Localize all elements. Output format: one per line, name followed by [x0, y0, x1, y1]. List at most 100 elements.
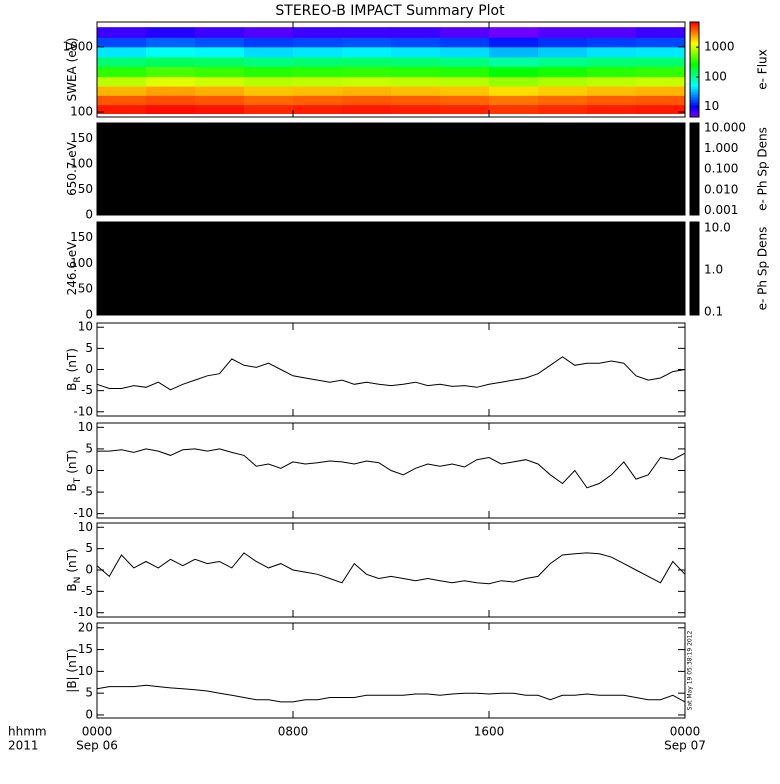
heatmap-cell [244, 95, 294, 106]
colorbar-swatch [690, 112, 699, 115]
y-tick-label: 10 [78, 664, 93, 678]
panel-frame [96, 221, 686, 316]
colorbar-swatch [690, 26, 699, 29]
heatmap-cell [293, 76, 343, 87]
y-axis-label-subscript: R [73, 376, 83, 382]
colorbar-swatch [690, 58, 699, 61]
heatmap-cell [636, 27, 686, 38]
x-tick-label: 0000 [82, 725, 113, 739]
colorbar-swatch [690, 25, 699, 28]
colorbar-frame [689, 221, 700, 316]
heatmap-cell [489, 76, 539, 87]
heatmap-cell [489, 37, 539, 48]
heatmap-cell [538, 56, 588, 67]
heatmap-cell [587, 37, 637, 48]
heatmap-cell [440, 76, 490, 87]
colorbar-swatch [690, 107, 699, 110]
colorbar-swatch [690, 37, 699, 40]
y-tick-label: 50 [78, 282, 93, 296]
heatmap-cell [342, 104, 392, 115]
y-axis-label-subscript: N [73, 577, 83, 584]
data-line [97, 448, 686, 489]
colorbar-swatch [690, 80, 699, 83]
heatmap-cell [489, 46, 539, 58]
heatmap-cell [636, 104, 686, 115]
timestamp: Sat May 19 05:38:19 2012 [687, 630, 694, 710]
panel-frame [96, 122, 686, 216]
heatmap-cell [587, 76, 637, 87]
colorbar-swatch [690, 41, 699, 44]
heatmap-cell [146, 27, 196, 38]
heatmap-cell [342, 76, 392, 87]
heatmap-cell [391, 46, 441, 58]
colorbar-swatch [690, 82, 699, 85]
heatmap-cell [244, 86, 294, 96]
colorbar-swatch [690, 66, 699, 69]
y-tick-label: 150 [70, 230, 93, 244]
heatmap-cell [538, 27, 588, 38]
y-tick-label: 5 [85, 686, 93, 700]
y-axis-label-text: B [65, 583, 79, 591]
year-label: 2011 [8, 739, 39, 753]
heatmap-cell [195, 37, 245, 48]
heatmap-cell [587, 27, 637, 38]
heatmap-cell [195, 86, 245, 96]
heatmap-cell [244, 104, 294, 115]
colorbar-swatch [690, 55, 699, 58]
heatmap-cell [636, 76, 686, 87]
colorbar-swatch [690, 109, 699, 112]
colorbar-swatch [690, 74, 699, 77]
colorbar-tick-label: 0.001 [704, 203, 738, 217]
x-tick-date: Sep 07 [664, 739, 706, 753]
heatmap-cell [636, 95, 686, 106]
y-axis-label-unit: (nT) [65, 449, 79, 473]
y-tick-label: -10 [73, 506, 93, 520]
y-tick-label: -10 [73, 605, 93, 619]
y-tick-label: 10 [78, 320, 93, 334]
heatmap-cell [195, 95, 245, 106]
colorbar-swatch [690, 48, 699, 51]
heatmap-cell [440, 95, 490, 106]
time-format-label: hhmm [8, 725, 47, 739]
colorbar-swatch [690, 61, 699, 64]
y-tick-label: 20 [78, 620, 93, 634]
heatmap-cell [244, 76, 294, 87]
image-fill [97, 222, 685, 315]
heatmap-cell [97, 37, 147, 48]
colorbar-swatch [690, 77, 699, 80]
colorbar-swatch [690, 79, 699, 82]
heatmap-cell [636, 46, 686, 58]
colorbar-fill [690, 123, 699, 215]
heatmap-cell [538, 46, 588, 58]
heatmap-cell [587, 46, 637, 58]
heatmap-cell [391, 86, 441, 96]
heatmap-cell [489, 104, 539, 115]
colorbar-tick-label: 0.1 [704, 305, 723, 319]
colorbar-tick-label: 1.000 [704, 141, 738, 155]
x-tick-label: 0000 [670, 725, 701, 739]
x-tick-label: 1600 [474, 725, 505, 739]
colorbar-swatch [690, 96, 699, 99]
colorbar-fill [690, 222, 699, 315]
heatmap-cell [587, 104, 637, 115]
colorbar-swatch [690, 22, 699, 25]
heatmap-cell [538, 104, 588, 115]
colorbar-swatch [690, 85, 699, 88]
heatmap-cell [538, 76, 588, 87]
heatmap-cell [97, 104, 147, 115]
y-tick-label: 150 [70, 131, 93, 145]
y-tick-label: 50 [78, 182, 93, 196]
heatmap-cell [440, 56, 490, 67]
heatmap-cell [636, 37, 686, 48]
y-axis-label-unit: (nT) [65, 548, 79, 572]
heatmap-cell [489, 95, 539, 106]
y-tick-label: 10 [78, 420, 93, 434]
colorbar-swatch [690, 72, 699, 75]
data-line [96, 552, 686, 585]
heatmap-cell [195, 104, 245, 115]
heatmap-cell [244, 37, 294, 48]
y-tick-label: -10 [73, 404, 93, 418]
heatmap-cell [146, 37, 196, 48]
colorbar-swatch [690, 28, 699, 31]
